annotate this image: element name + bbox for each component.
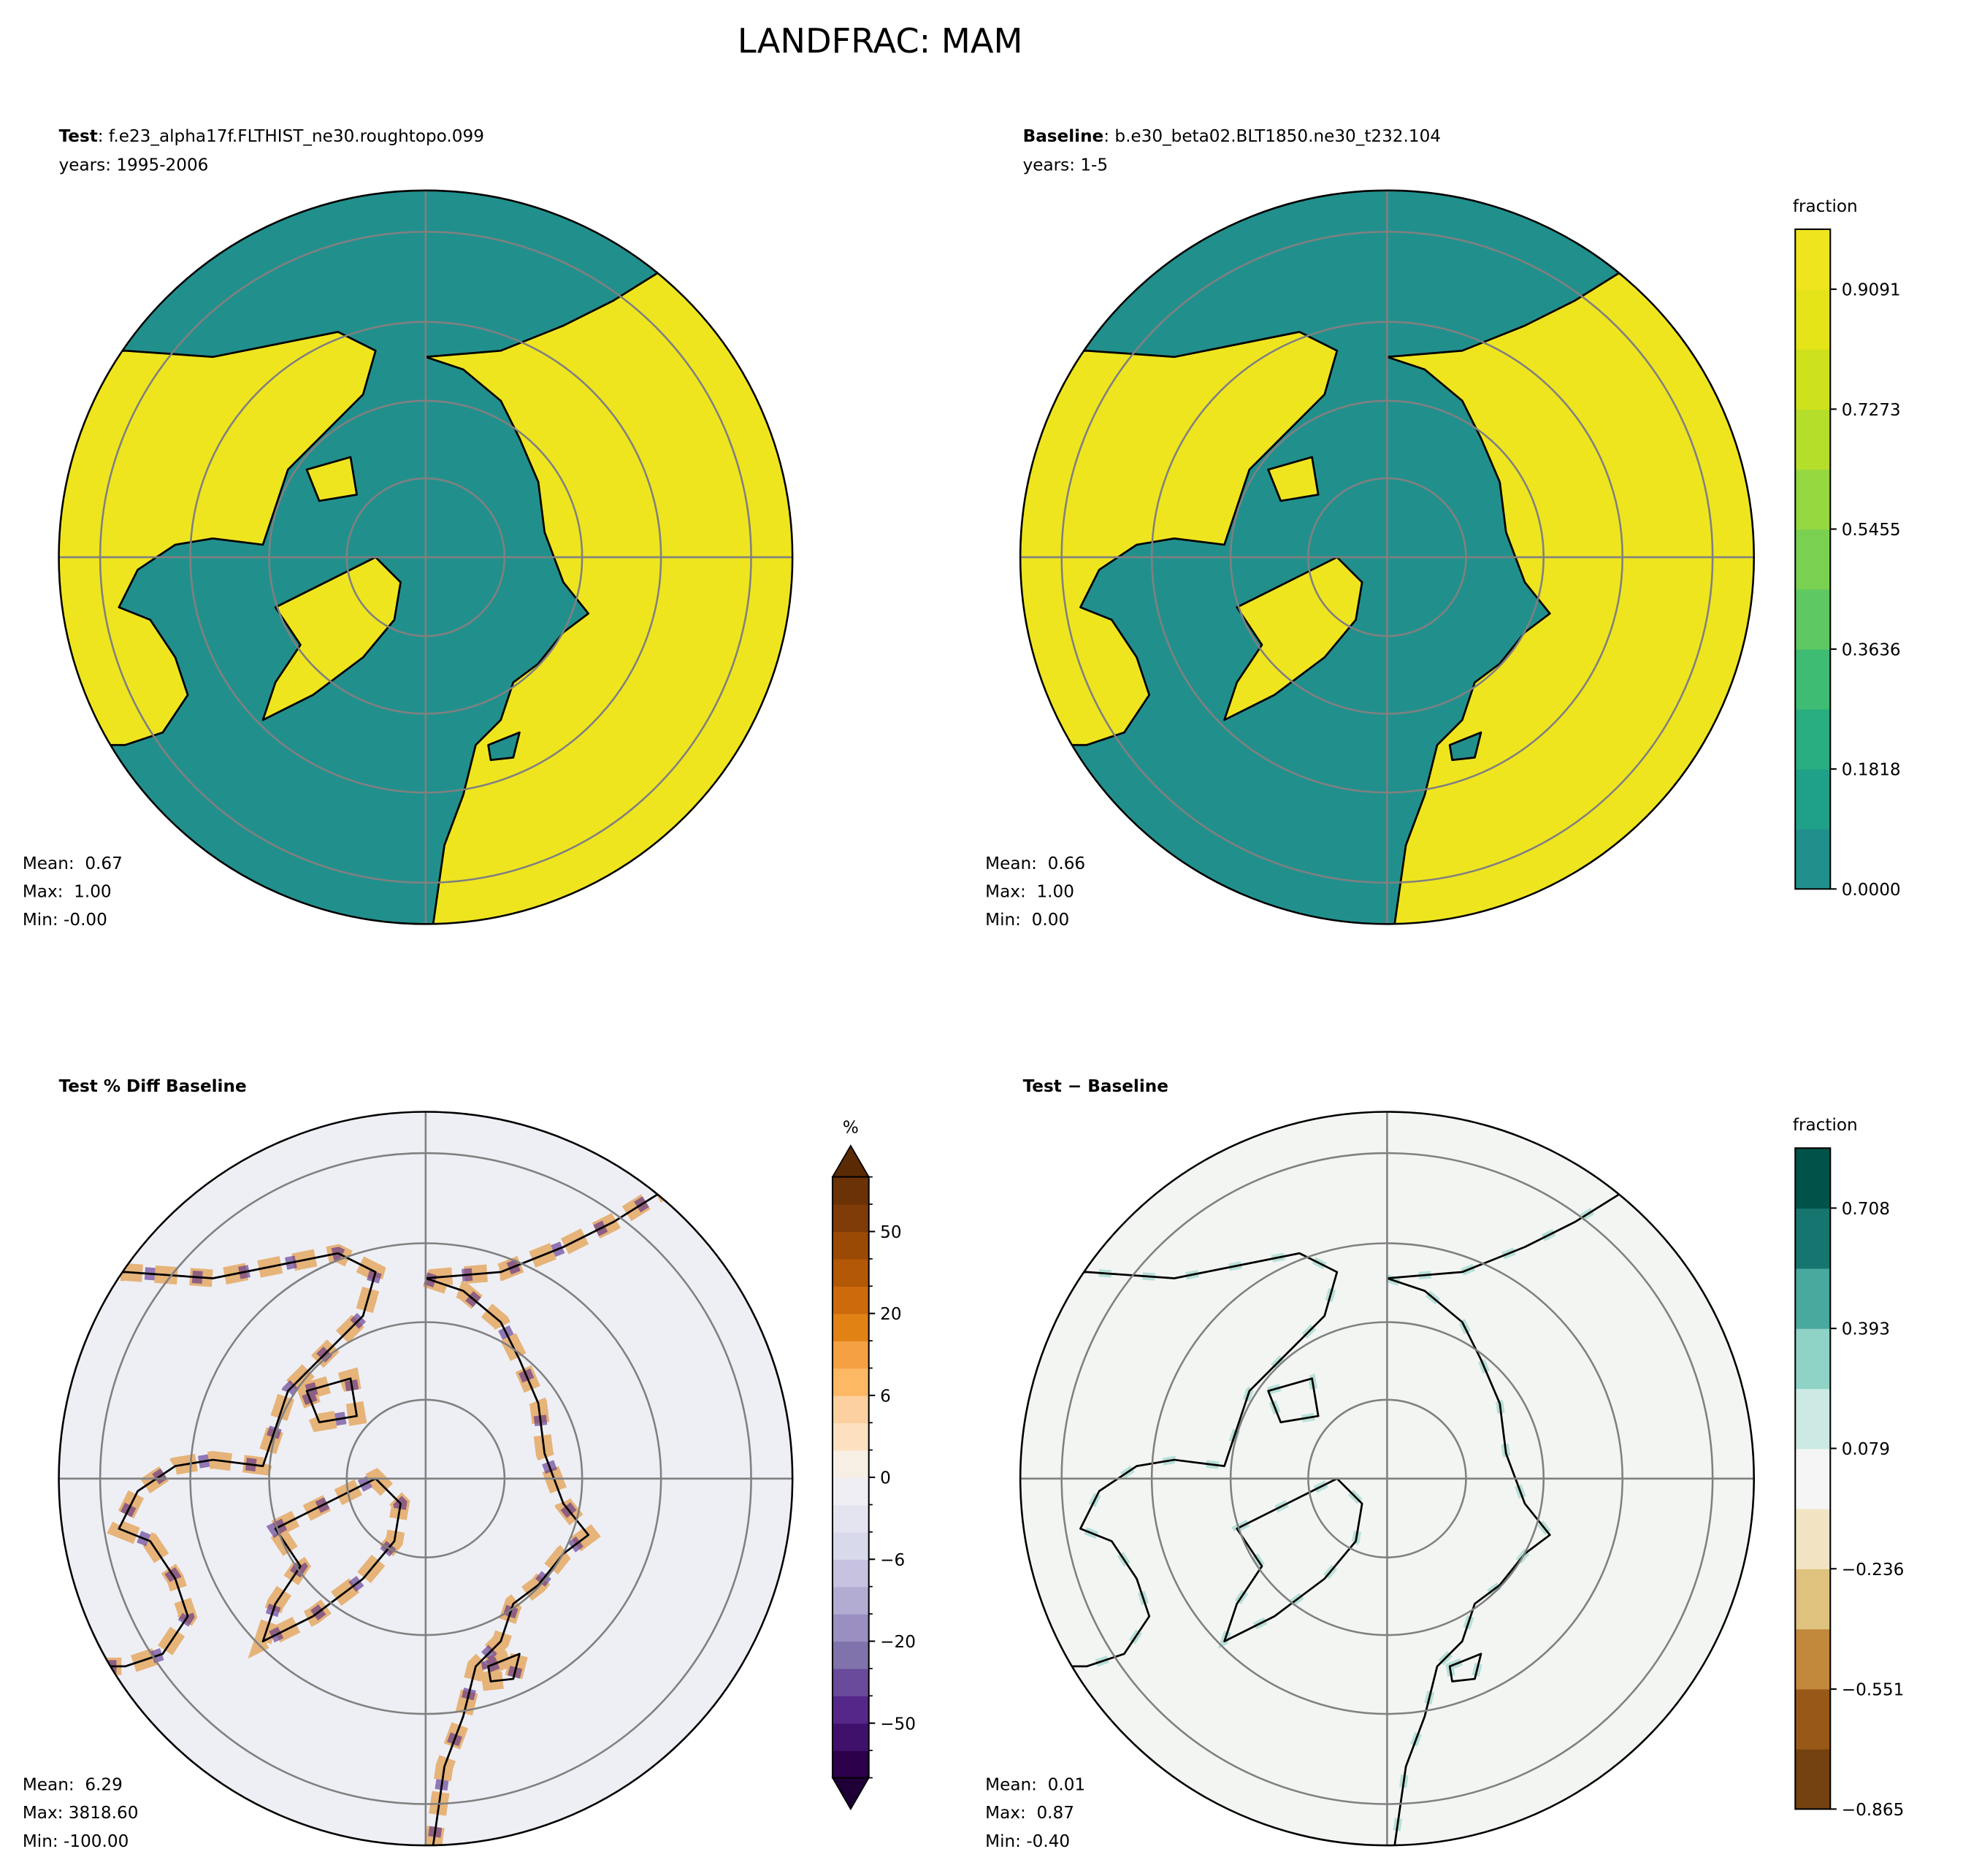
colorbar-segment (1795, 1268, 1831, 1329)
panel-stat: Min: -0.40 (985, 1832, 1070, 1851)
colorbar-tick-label: 0 (880, 1469, 891, 1488)
panel-label: Test (59, 127, 98, 146)
colorbar-segment (1795, 349, 1831, 410)
colorbar-tick-label: 0.1818 (1842, 761, 1901, 780)
colorbar-segment (1795, 1388, 1831, 1450)
panel-title: Test % Diff Baseline (59, 1077, 247, 1096)
panel-stat: Max: 3818.60 (23, 1804, 139, 1823)
panel-stat: Min: -100.00 (23, 1832, 129, 1851)
colorbar-tick-label: −50 (880, 1715, 916, 1734)
colorbar-label: fraction (1793, 1116, 1858, 1135)
colorbar-segment (1795, 829, 1831, 890)
panel-stat: Min: -0.00 (23, 911, 107, 930)
colorbar-label: fraction (1793, 197, 1858, 216)
colorbar-segment (1795, 708, 1831, 770)
colorbar-tick-label: 0.3636 (1842, 640, 1901, 659)
colorbar-segment (1795, 1148, 1831, 1209)
colorbar-segment (833, 1668, 869, 1696)
panel-case: : f.e23_alpha17f.FLTHIST_ne30.roughtopo.… (98, 127, 484, 146)
panel-stat: Mean: 0.67 (23, 854, 123, 873)
colorbar-segment (833, 1176, 869, 1205)
colorbar-tick-label: −6 (880, 1551, 905, 1570)
map (58, 189, 794, 925)
colorbar-frame (1794, 1147, 1832, 1810)
colorbar-segment (833, 1614, 869, 1642)
colorbar-segment (1795, 589, 1831, 650)
colorbar-segment (1795, 1508, 1831, 1569)
panel-label: Baseline (1023, 127, 1104, 146)
colorbar-tick-label: 0.7273 (1842, 401, 1901, 420)
colorbar-tick-label: 0.079 (1842, 1440, 1890, 1459)
colorbar-tick-label: 0.708 (1842, 1200, 1890, 1219)
colorbar-tick-label: 0.5455 (1842, 521, 1901, 540)
colorbar-segment (1795, 1749, 1831, 1810)
colorbar-segment (1795, 469, 1831, 530)
colorbar-segment (833, 1423, 869, 1451)
colorbar-segment (1795, 648, 1831, 710)
panel-title: Test: f.e23_alpha17f.FLTHIST_ne30.rought… (59, 127, 484, 146)
figure-title: LANDFRAC: MAM (738, 21, 1023, 61)
colorbar-frame (1794, 228, 1832, 890)
colorbar-segment (833, 1696, 869, 1724)
map (1019, 1111, 1756, 1847)
panel-stat: Mean: 0.66 (985, 854, 1085, 873)
colorbar-segment (1795, 229, 1831, 290)
map (1019, 189, 1756, 925)
panel-stat: Mean: 6.29 (23, 1776, 123, 1795)
colorbar-segment (833, 1641, 869, 1669)
colorbar-segment (833, 1586, 869, 1615)
colorbar-segment (833, 1750, 869, 1779)
panel-stat: Min: 0.00 (985, 911, 1069, 930)
colorbar-segment (1795, 409, 1831, 470)
colorbar-label: % (843, 1119, 859, 1138)
colorbar-segment (833, 1477, 869, 1506)
panel-subtitle: years: 1995-2006 (59, 156, 209, 175)
colorbar-tick-label: 6 (880, 1387, 891, 1406)
colorbar-segment (833, 1231, 869, 1260)
panel-stat: Max: 1.00 (23, 883, 112, 902)
colorbar-segment (833, 1286, 869, 1314)
map (58, 1111, 794, 1847)
colorbar-tick-label: 0.9091 (1842, 281, 1901, 300)
panel-title: Test − Baseline (1023, 1077, 1168, 1096)
colorbar-segment (833, 1313, 869, 1341)
colorbar-segment (1795, 1569, 1831, 1630)
colorbar-segment (1795, 289, 1831, 350)
panel-stat: Max: 1.00 (985, 883, 1074, 902)
colorbar-tick-label: −0.865 (1842, 1801, 1905, 1820)
colorbar-tick-label: −20 (880, 1633, 916, 1652)
colorbar-extend (831, 1144, 870, 1178)
panel-subtitle: years: 1-5 (1023, 156, 1109, 175)
colorbar-segment (1795, 1448, 1831, 1509)
panel-case: : b.e30_beta02.BLT1850.ne30_t232.104 (1103, 127, 1441, 146)
panel-stat: Max: 0.87 (985, 1804, 1074, 1823)
colorbar-segment (833, 1504, 869, 1533)
colorbar-segment (833, 1531, 869, 1560)
colorbar-segment (1795, 769, 1831, 830)
colorbar-tick-label: 0.393 (1842, 1320, 1890, 1339)
colorbar-segment (833, 1450, 869, 1478)
colorbar-segment (833, 1368, 869, 1396)
colorbar-tick-label: 20 (880, 1305, 901, 1324)
colorbar-tick-label: −0.236 (1842, 1561, 1905, 1580)
colorbar-tick-label: −0.551 (1842, 1681, 1905, 1700)
colorbar-segment (1795, 529, 1831, 590)
colorbar-extend (831, 1777, 870, 1811)
colorbar-segment (1795, 1628, 1831, 1690)
colorbar-segment (833, 1204, 869, 1233)
colorbar-segment (1795, 1688, 1831, 1750)
colorbar-segment (1795, 1328, 1831, 1390)
colorbar-segment (833, 1723, 869, 1751)
colorbar-tick-label: 50 (880, 1223, 901, 1242)
colorbar-segment (833, 1341, 869, 1369)
colorbar-segment (833, 1258, 869, 1287)
panel-stat: Mean: 0.01 (985, 1776, 1085, 1795)
colorbar-tick-label: 0.0000 (1842, 881, 1901, 900)
panel-title: Baseline: b.e30_beta02.BLT1850.ne30_t232… (1023, 127, 1441, 146)
colorbar-segment (833, 1559, 869, 1588)
colorbar-segment (833, 1395, 869, 1423)
colorbar-segment (1795, 1208, 1831, 1269)
